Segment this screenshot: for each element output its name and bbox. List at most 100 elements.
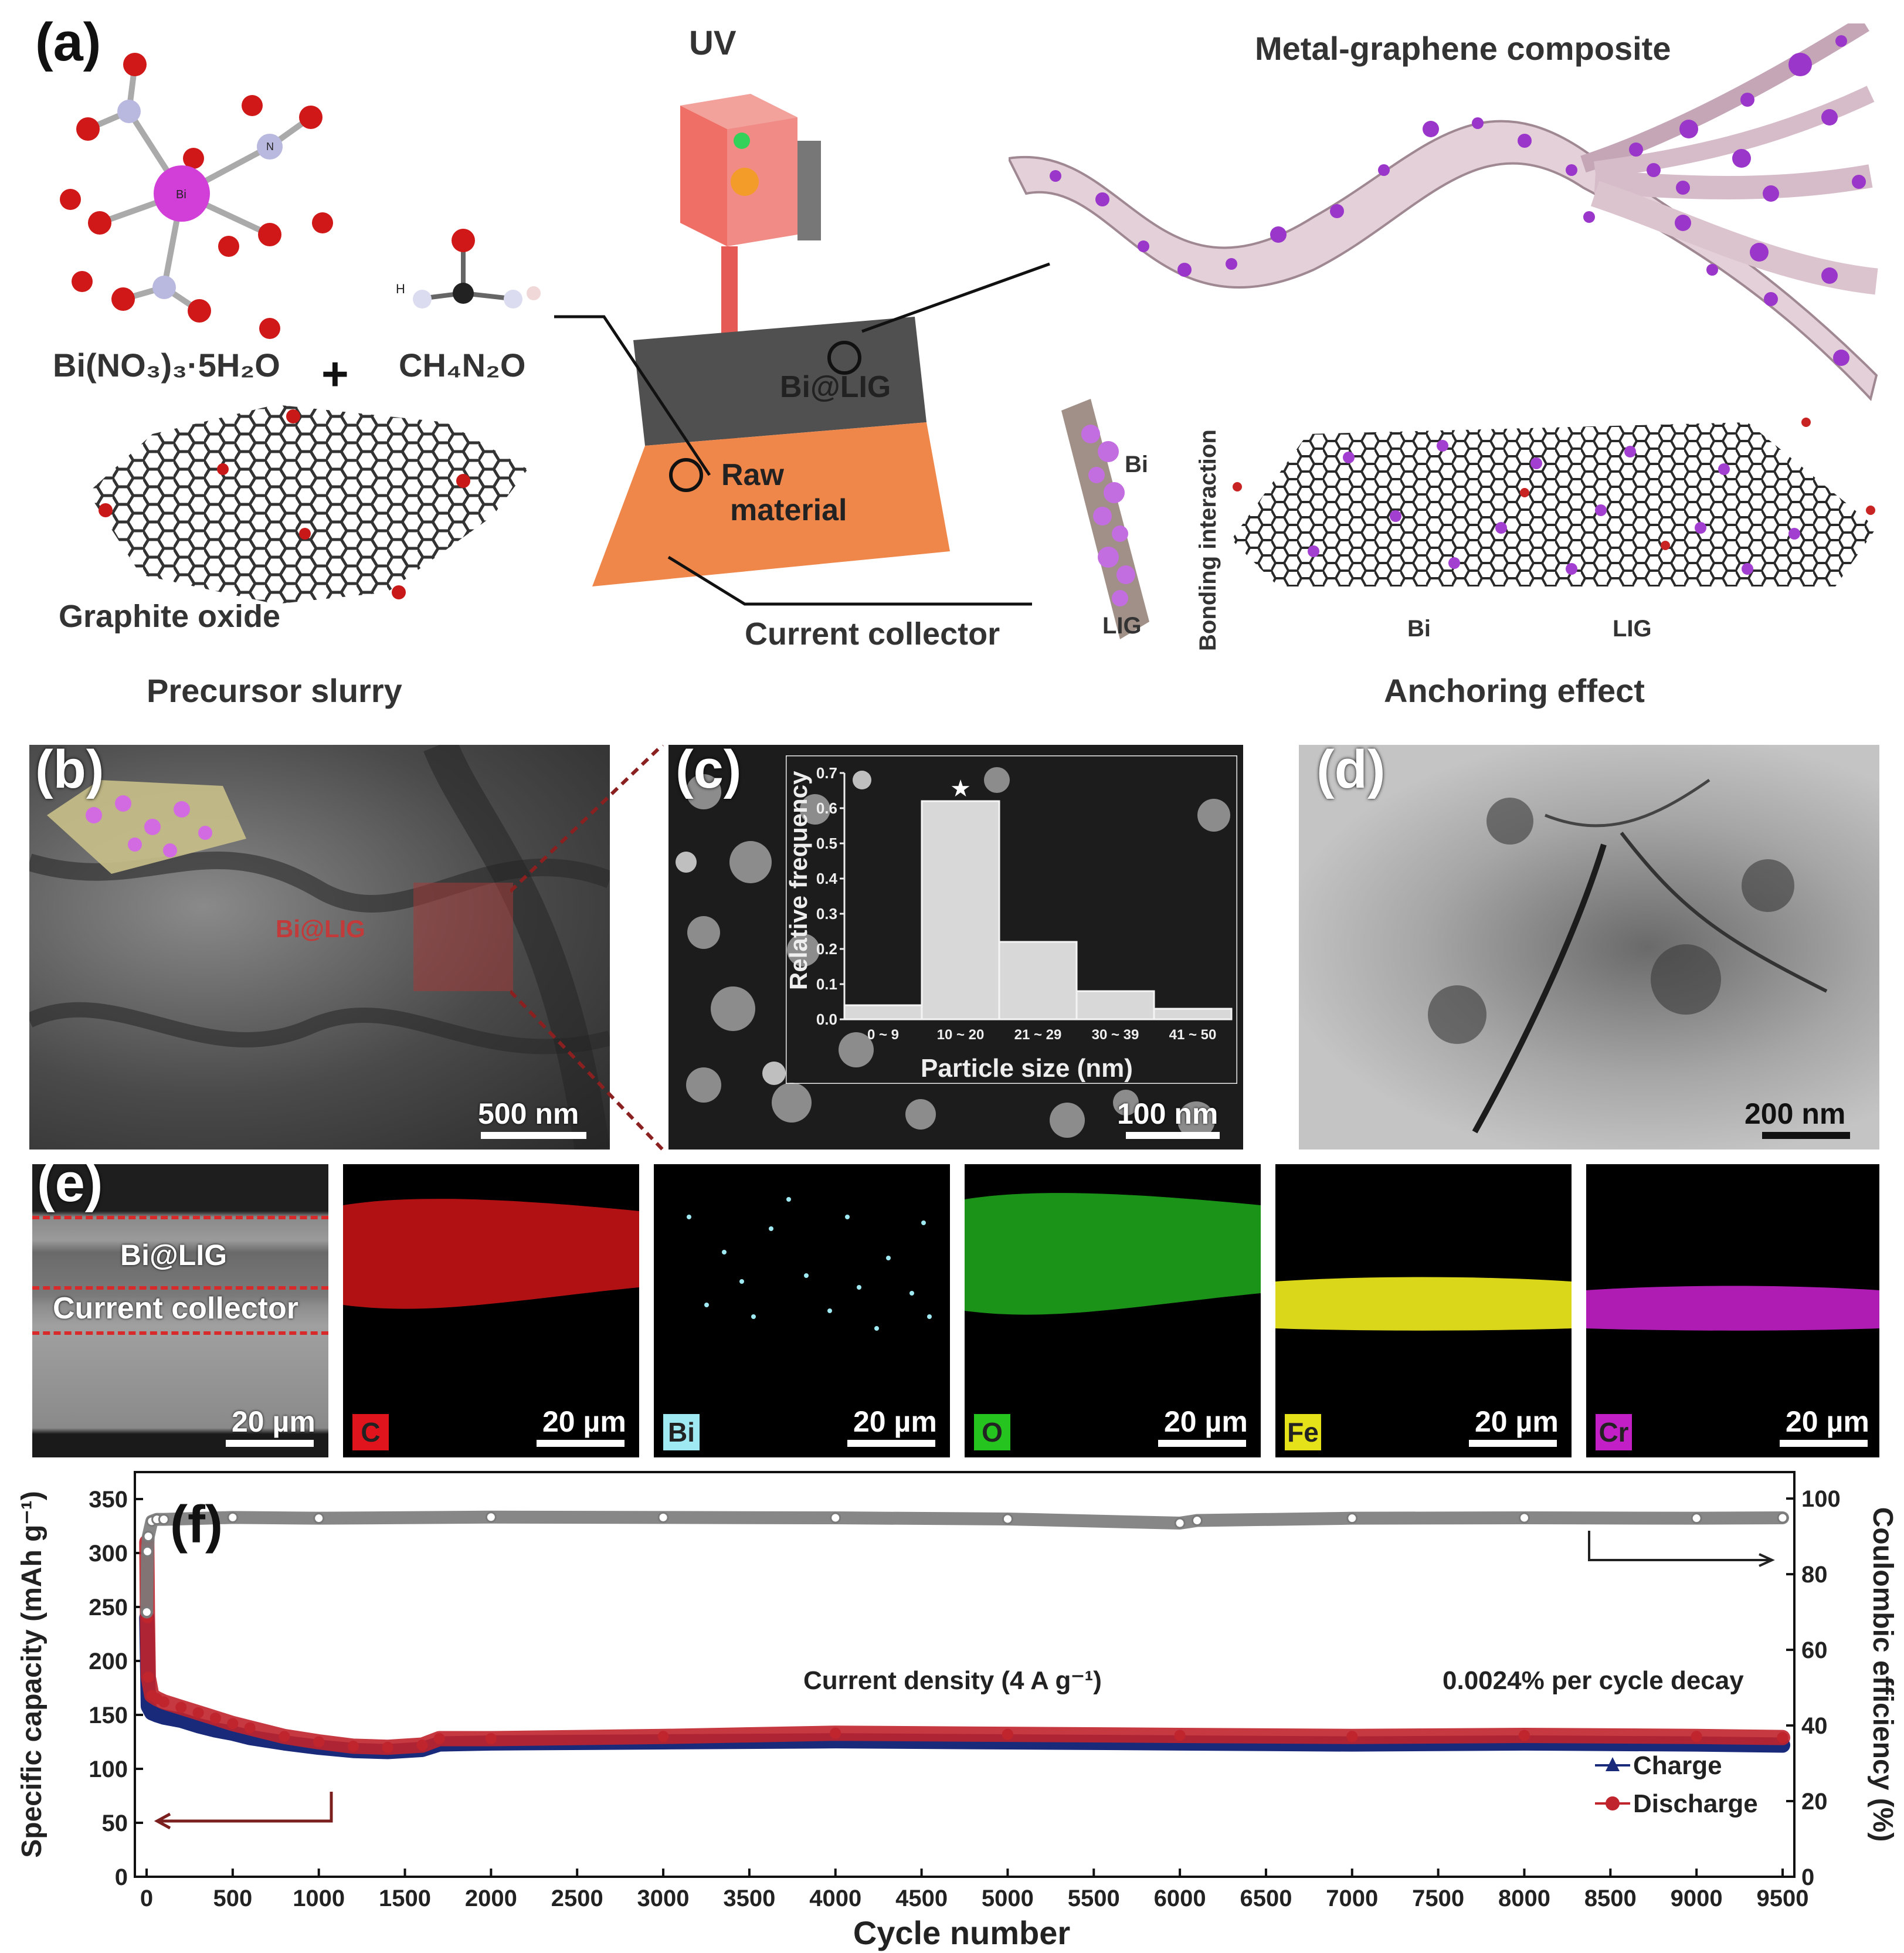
layer-current-collector-label: Current collector [53,1291,298,1325]
hist-y-ticks: 0.0 0.1 0.2 0.3 0.4 0.5 0.6 0.7 [816,764,1231,1028]
layer-boundary-bottom [32,1331,328,1335]
series-line-discharge [139,1534,1790,1755]
graphite-oxide-label: Graphite oxide [59,599,281,634]
current-collector-label: Current collector [745,616,1000,652]
eds-tag-c: C [352,1414,389,1450]
data-point [313,1736,325,1748]
panel-d-tem-image: (d) 200 nm [1299,745,1879,1150]
particle-size-histogram: Relative frequency Particle size (nm) 0.… [786,755,1237,1084]
hist-y-tick-label: 0.7 [816,764,837,782]
atom-label-bi: Bi [176,188,186,201]
left-y-tick-label: 350 [89,1487,128,1513]
x-tick-label: 500 [213,1886,252,1911]
decay-annotation: 0.0024% per cycle decay [1443,1666,1744,1695]
panel-e-scale-label: 20 µm [232,1405,315,1438]
layer-bi-lig-label: Bi@LIG [120,1239,228,1272]
data-point [175,1701,187,1713]
hist-x-tick-label: 21 ~ 29 [1014,1027,1062,1043]
x-tick-label: 0 [140,1886,153,1911]
hist-bars [843,800,1233,1020]
data-point [1777,1732,1788,1744]
panel-a: (a) Bi N H Bi(NO₃)₃·5H₂O CH₄N₂O + [0,0,1904,733]
eds-scale-label-bi: 20 µm [853,1405,937,1438]
data-point [1191,1515,1203,1527]
data-point [141,1545,153,1557]
legend-charge-label: Charge [1633,1751,1722,1780]
hist-bar [921,800,1000,1020]
left-axis-label: Specific capacity (mAh g⁻¹) [16,1491,47,1857]
panel-f-label: (f) [170,1496,223,1554]
x-tick-label: 7000 [1326,1886,1378,1911]
data-point [193,1720,204,1730]
right-y-tick-label: 100 [1801,1486,1841,1512]
data-point [1174,1517,1186,1529]
data-point [142,1531,154,1542]
metal-graphene-ribbons [1009,23,1878,402]
x-tick-label: 6500 [1240,1886,1292,1911]
eds-map-bismuth: Bi 20 µm [654,1164,950,1457]
right-y-tick-label: 0 [1801,1864,1814,1890]
hist-bar [1153,1008,1233,1020]
data-point [192,1707,204,1718]
carbon-distribution [343,1199,639,1309]
x-tick-label: 1000 [293,1886,345,1911]
x-tick-label: 9000 [1671,1886,1723,1911]
panel-e-cross-section: (e) Bi@LIG Current collector 20 µm [32,1164,328,1457]
hist-y-tick-label: 0.5 [816,835,837,852]
hist-y-tick-label: 0.6 [816,799,837,817]
eds-scale-bar-bi [847,1440,935,1447]
sem-texture [29,745,610,1150]
data-point [210,1724,221,1734]
side-view-bi-label: Bi [1125,452,1148,477]
x-axis-ticks: 0 500 1000 1500 2000 2500 3000 3500 4000 4500 5000… [140,1869,1808,1911]
uv-label: UV [689,24,737,62]
right-y-tick-label: 80 [1801,1562,1828,1588]
data-point [141,1606,152,1618]
panel-d-scale-bar [1762,1132,1850,1139]
left-y-tick-label: 50 [102,1810,128,1836]
hist-y-tick-label: 0.4 [816,870,838,887]
panel-c-scale-label: 100 nm [1117,1097,1219,1130]
data-point [485,1732,497,1744]
x-tick-label: 4500 [895,1886,948,1911]
x-tick-label: 8000 [1498,1886,1550,1911]
data-point [1691,1513,1702,1524]
x-tick-label: 2000 [465,1886,517,1911]
panel-b-scale-label: 500 nm [478,1097,579,1130]
hist-xlabel: Particle size (nm) [921,1054,1133,1083]
panel-b-overlay-label: Bi@LIG [276,915,365,942]
eds-scale-bar-c [537,1440,625,1447]
legend-discharge-marker [1606,1796,1620,1810]
eds-tag-bi: Bi [663,1414,700,1450]
data-point [158,1696,169,1708]
eds-map-chromium: Cr 20 µm [1586,1164,1879,1457]
panel-b-scale-bar [481,1132,586,1139]
data-point [142,1701,154,1711]
eds-scale-label-o: 20 µm [1164,1405,1248,1438]
eds-map-iron: Fe 20 µm [1275,1164,1572,1457]
anchoring-graphene-sheet [1231,418,1876,586]
data-point [227,1718,239,1730]
eds-map-carbon: C 20 µm [343,1164,639,1457]
callout-lines [554,262,1050,606]
x-tick-label: 3500 [723,1886,775,1911]
data-point [227,1728,238,1738]
data-point [227,1511,239,1523]
composite-title: Metal-graphene composite [1255,30,1671,67]
legend-discharge-label: Discharge [1633,1789,1758,1818]
atom-label-n: N [266,141,274,152]
x-tick-label: 3000 [637,1886,690,1911]
left-y-tick-label: 150 [89,1703,128,1728]
panel-c-label: (c) [676,745,742,799]
uv-laser-setup [592,94,950,586]
data-point [209,1713,221,1724]
panel-b-label: (b) [35,745,104,799]
anchor-arrow-lig-label: LIG [1613,616,1652,642]
plus-sign: + [321,348,349,400]
data-point [347,1740,359,1752]
right-y-tick-label: 60 [1801,1637,1828,1663]
left-y-tick-label: 0 [115,1864,128,1890]
eds-scale-bar-o [1158,1440,1246,1447]
graphite-oxide-sheet [88,405,528,604]
hist-x-tick-label: 41 ~ 50 [1169,1027,1217,1043]
